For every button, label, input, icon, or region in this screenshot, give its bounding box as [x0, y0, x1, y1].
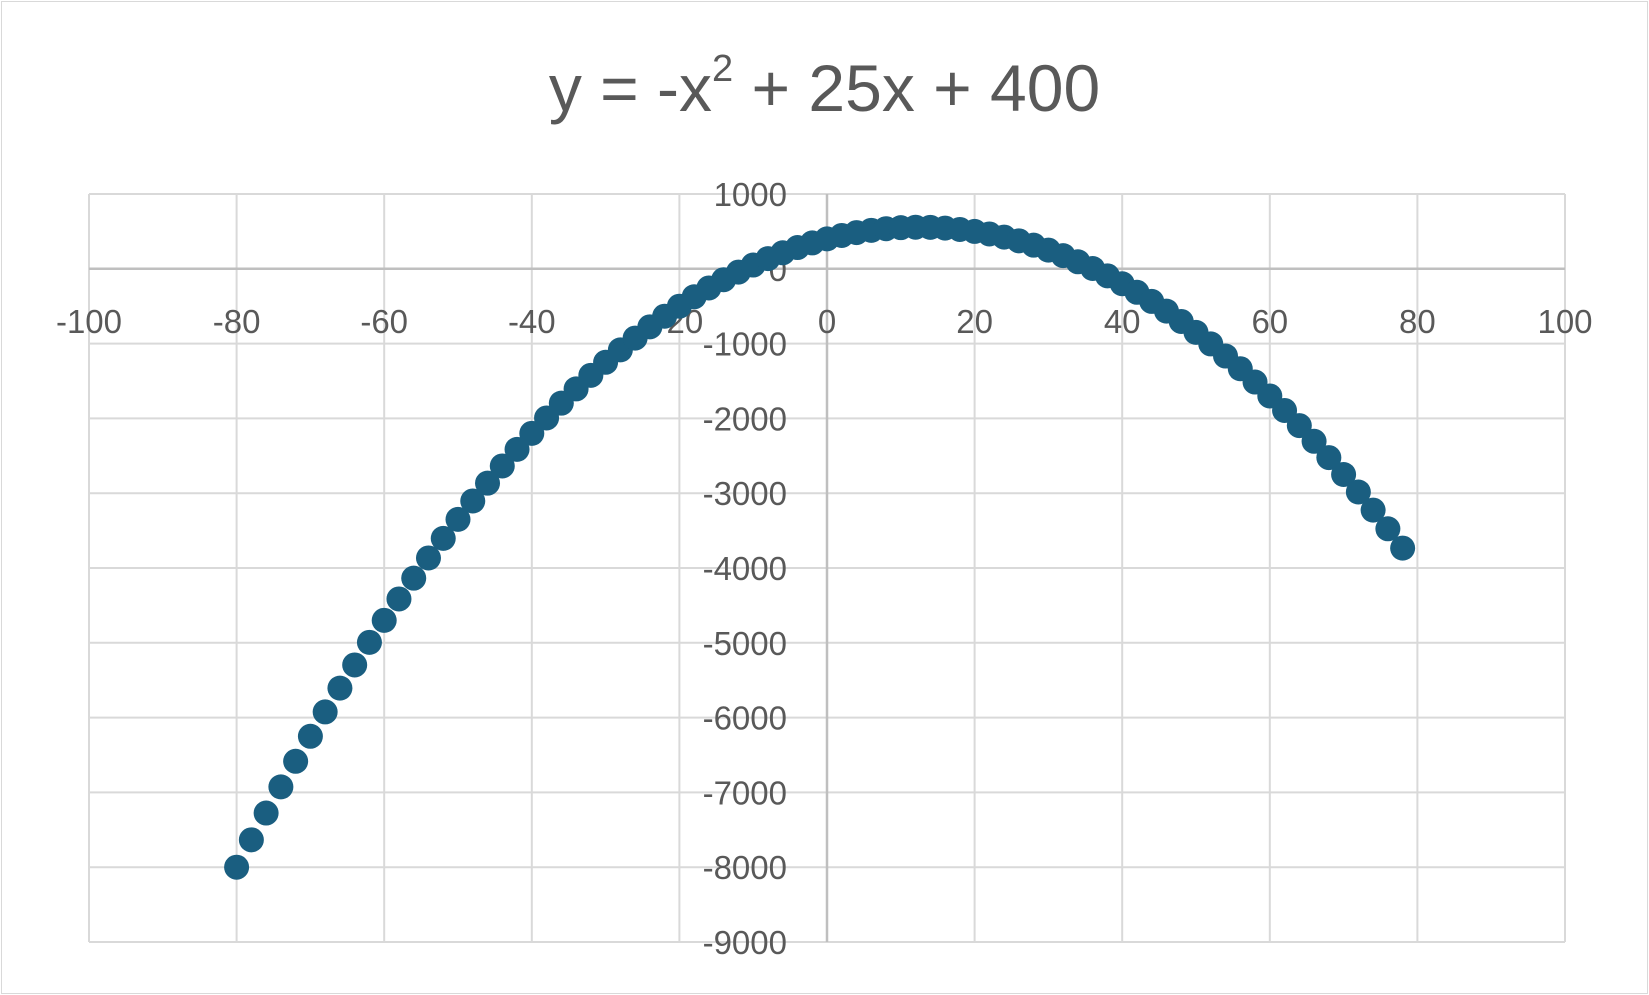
- y-tick-label: -5000: [703, 625, 787, 662]
- tick-labels: -100 -80 -60 -40 -20 0 20 40 60 80 10010000-1000-2…: [56, 176, 1593, 961]
- data-point: [1331, 462, 1357, 487]
- data-point: [1316, 445, 1342, 471]
- data-point: [327, 675, 353, 701]
- data-points: [224, 214, 1416, 880]
- y-tick-label: -1000: [703, 326, 787, 363]
- data-point: [1345, 479, 1371, 505]
- x-tick-label: -80: [213, 303, 261, 340]
- x-tick-label: 100: [1537, 303, 1592, 340]
- y-tick-label: -4000: [703, 550, 787, 587]
- data-point: [386, 586, 412, 612]
- data-point: [1301, 428, 1327, 454]
- data-point: [224, 854, 250, 880]
- data-point: [268, 774, 294, 800]
- data-point: [401, 565, 427, 591]
- x-tick-label: -40: [508, 303, 556, 340]
- data-point: [460, 488, 486, 514]
- x-tick-label: 0: [818, 303, 836, 340]
- chart-title-suffix: + 25x + 400: [733, 51, 1101, 125]
- data-point: [342, 652, 368, 678]
- chart-title-prefix: y = -x: [548, 51, 713, 125]
- data-point: [1360, 497, 1386, 523]
- data-point: [1390, 535, 1416, 561]
- y-tick-label: 1000: [714, 176, 787, 213]
- data-point: [475, 470, 501, 496]
- x-tick-label: 60: [1251, 303, 1288, 340]
- chart-title: y = -x2 + 25x + 400: [0, 48, 1649, 128]
- data-point: [297, 723, 323, 749]
- data-point: [1375, 516, 1401, 542]
- data-point: [1286, 413, 1312, 439]
- data-point: [430, 525, 456, 551]
- data-point: [489, 453, 515, 479]
- y-tick-label: -2000: [703, 400, 787, 437]
- data-point: [445, 506, 471, 532]
- data-point: [415, 545, 441, 571]
- data-point: [519, 420, 545, 446]
- chart-title-exponent: 2: [712, 48, 734, 90]
- x-tick-label: 80: [1399, 303, 1436, 340]
- y-tick-label: -7000: [703, 774, 787, 811]
- data-point: [371, 607, 397, 633]
- data-point: [253, 800, 279, 826]
- x-tick-label: 20: [956, 303, 993, 340]
- data-point: [238, 827, 264, 853]
- data-point: [312, 699, 338, 725]
- axes: [89, 194, 1565, 942]
- y-tick-label: -3000: [703, 475, 787, 512]
- x-tick-label: -100: [56, 303, 122, 340]
- y-tick-label: -6000: [703, 700, 787, 737]
- data-point: [356, 629, 382, 655]
- y-tick-label: -8000: [703, 849, 787, 886]
- x-tick-label: -60: [360, 303, 408, 340]
- data-point: [504, 436, 530, 462]
- data-point: [283, 748, 309, 774]
- x-tick-label: 40: [1104, 303, 1141, 340]
- y-tick-label: -9000: [703, 924, 787, 961]
